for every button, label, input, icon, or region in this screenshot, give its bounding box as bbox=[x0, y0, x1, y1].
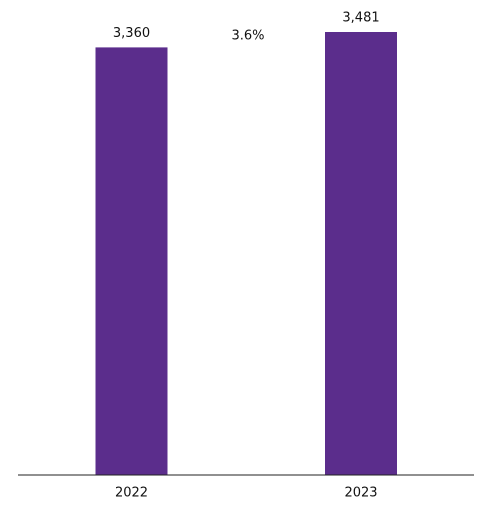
x-tick-label: 2023 bbox=[344, 486, 377, 501]
change-annotation: 3.6% bbox=[231, 29, 264, 44]
data-label: 3,481 bbox=[342, 11, 379, 26]
bar bbox=[325, 32, 397, 475]
data-label: 3,360 bbox=[113, 26, 150, 41]
x-tick-label: 2022 bbox=[115, 486, 148, 501]
bar bbox=[95, 47, 168, 475]
